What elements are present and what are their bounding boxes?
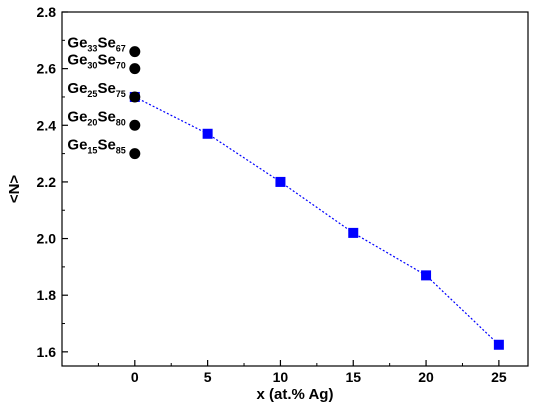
data-point-circle	[129, 148, 141, 160]
subscript: 70	[116, 61, 126, 71]
element-symbol: Ge	[67, 80, 87, 97]
element-symbol: Se	[97, 80, 115, 97]
x-tick-label: 0	[131, 369, 139, 385]
data-point-circle	[129, 119, 141, 131]
data-point-circle	[129, 46, 141, 58]
x-tick-label: 15	[345, 369, 361, 385]
subscript: 30	[87, 61, 97, 71]
series-marks	[129, 46, 504, 350]
element-symbol: Se	[97, 52, 115, 69]
composition-label: Ge25Se75	[67, 80, 125, 99]
element-symbol: Se	[97, 137, 115, 154]
composition-label: Ge20Se80	[67, 108, 125, 127]
y-tick-label: 2.6	[37, 61, 57, 77]
y-tick-label: 2.2	[37, 174, 57, 190]
element-symbol: Ge	[67, 137, 87, 154]
data-point-square	[275, 176, 286, 187]
composition-label: Ge33Se67	[67, 35, 125, 54]
subscript: 20	[87, 117, 97, 127]
plot-frame	[61, 11, 529, 367]
data-point-square	[493, 339, 504, 350]
series-line	[134, 96, 500, 346]
element-symbol: Ge	[67, 52, 87, 69]
subscript: 85	[116, 146, 126, 156]
subscript: 25	[87, 89, 97, 99]
x-tick-label: 20	[418, 369, 434, 385]
y-axis-title: <N>	[6, 175, 23, 204]
y-axis: 1.6 1.8 2.0 2.2 2.4 2.6 2.8	[37, 4, 68, 360]
element-symbol: Se	[97, 108, 115, 125]
subscript: 67	[116, 44, 126, 54]
y-tick-label: 2.8	[37, 4, 57, 20]
subscript: 75	[116, 89, 126, 99]
composition-label: Ge15Se85	[67, 137, 125, 156]
x-tick-label: 10	[273, 369, 289, 385]
composition-label: Ge30Se70	[67, 52, 125, 71]
y-tick-label: 2.4	[37, 117, 57, 133]
x-tick-label: 5	[204, 369, 212, 385]
data-point-circle	[129, 91, 141, 103]
x-tick-label: 25	[491, 369, 507, 385]
element-symbol: Se	[97, 35, 115, 52]
data-point-circle	[129, 63, 141, 75]
data-point-square	[202, 128, 213, 139]
x-axis-title: x (at.% Ag)	[257, 386, 334, 403]
y-tick-label: 2.0	[37, 231, 57, 247]
subscript: 80	[116, 117, 126, 127]
x-axis: 0 5 10 15 20 25	[97, 360, 507, 385]
data-point-square	[348, 227, 359, 238]
y-tick-label: 1.6	[37, 344, 57, 360]
data-point-square	[421, 270, 432, 281]
subscript: 33	[87, 44, 97, 54]
series-lines	[134, 96, 500, 346]
element-symbol: Ge	[67, 35, 87, 52]
y-tick-label: 1.8	[37, 287, 57, 303]
subscript: 15	[87, 146, 97, 156]
element-symbol: Ge	[67, 108, 87, 125]
